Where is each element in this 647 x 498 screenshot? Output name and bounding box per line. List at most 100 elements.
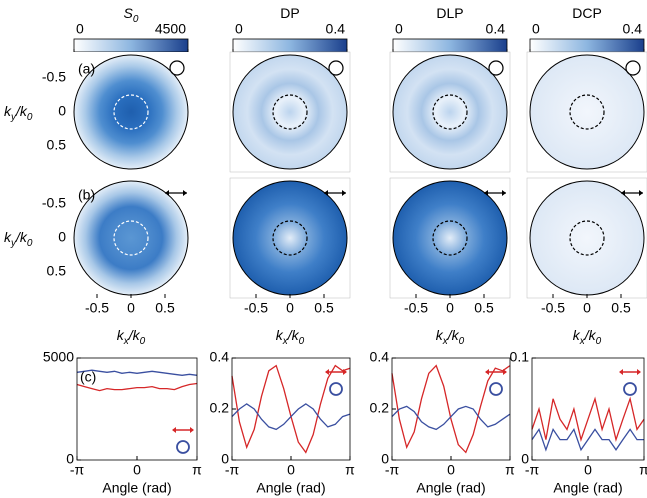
y-tick-label: 0.5 (47, 137, 67, 153)
series-line (531, 427, 644, 452)
column-title-part: 0 (133, 14, 139, 25)
y-tick-label: 0 (381, 451, 389, 467)
y-tick-label: -0.5 (42, 69, 66, 85)
legend-icon (329, 382, 343, 396)
na-circle (432, 94, 468, 130)
x-axis-label-part: x (579, 336, 586, 347)
x-axis-label: kx/k0 (276, 327, 305, 347)
x-axis-label: Angle (rad) (102, 480, 171, 496)
column-title: DCP (572, 5, 602, 21)
x-tick-label: 0.5 (314, 300, 334, 316)
legend-icon (489, 382, 503, 396)
x-tick-label: π (192, 462, 202, 478)
x-tick-label: π (639, 462, 647, 478)
y-axis-label-part: /k (15, 229, 28, 245)
x-tick-label: 0 (583, 300, 591, 316)
x-tick-label: -π (525, 462, 540, 478)
y-axis-label-part: y (10, 238, 17, 249)
x-tick-label: π (345, 462, 355, 478)
map-image (529, 54, 645, 170)
x-tick-label: 0 (286, 300, 294, 316)
x-axis-label-part: x (442, 336, 449, 347)
x-tick-label: 0 (447, 462, 455, 478)
x-axis-label-part: 0 (596, 336, 602, 347)
x-tick-label: -π (225, 462, 240, 478)
x-tick-label: 0 (127, 300, 135, 316)
x-tick-label: -0.5 (404, 300, 428, 316)
panel-label: (c) (80, 369, 96, 385)
series-line (391, 364, 511, 454)
x-axis-label-part: k (117, 327, 125, 343)
map-image (529, 180, 645, 296)
polarization-icon (625, 60, 641, 76)
y-tick-label: 0 (58, 103, 66, 119)
column-title-part: DP (280, 5, 299, 21)
x-tick-label: -0.5 (541, 300, 565, 316)
x-tick-label: 0 (446, 300, 454, 316)
y-tick-label: 0 (58, 229, 66, 245)
y-tick-label: 0.2 (370, 400, 390, 416)
series-line (531, 396, 645, 442)
y-tick-label: 5000 (43, 349, 74, 365)
na-circle (569, 94, 605, 130)
na-circle (272, 94, 308, 130)
y-tick-label: 0 (521, 451, 529, 467)
plot-frame (231, 357, 351, 461)
x-axis-label: Angle (rad) (256, 480, 325, 496)
x-tick-label: 0.5 (474, 300, 494, 316)
y-axis-label-part: k (4, 103, 12, 119)
colorbar-tick-label: 0.4 (486, 21, 506, 37)
y-axis-label-part: y (10, 112, 17, 123)
x-axis-label-part: 0 (299, 336, 305, 347)
x-axis-label-part: k (436, 327, 444, 343)
y-tick-label: 0 (66, 451, 74, 467)
x-axis-label-part: /k (287, 327, 300, 343)
y-tick-label: 0.1 (510, 349, 530, 365)
colorbar (232, 38, 348, 53)
map-image (232, 180, 348, 296)
plot-frame (531, 357, 645, 461)
map-image (392, 180, 508, 296)
map-image (232, 54, 348, 170)
x-axis-label-part: k (573, 327, 581, 343)
y-axis-label-part: k (4, 229, 12, 245)
colorbar-tick-label: 0 (395, 21, 403, 37)
x-axis-label: Angle (rad) (416, 480, 485, 496)
y-axis-label: ky/k0 (4, 229, 33, 249)
colorbar (529, 38, 645, 53)
x-tick-label: 0 (287, 462, 295, 478)
y-tick-label: 0.2 (210, 400, 230, 416)
column-title: DP (280, 5, 299, 21)
na-circle (113, 220, 149, 256)
colorbar-tick-label: 0 (532, 21, 540, 37)
colorbar (392, 38, 508, 53)
panel-label: (b) (78, 187, 95, 203)
y-axis-label-part: 0 (27, 112, 33, 123)
colorbar-tick-label: 4500 (155, 21, 186, 37)
na-circle (569, 220, 605, 256)
x-axis-label-part: 0 (140, 336, 146, 347)
x-axis-label-part: x (123, 336, 130, 347)
y-tick-label: 0 (221, 451, 229, 467)
y-tick-label: -0.5 (42, 195, 66, 211)
y-tick-label: 0.4 (210, 349, 230, 365)
column-title-part: S (124, 5, 134, 21)
colorbar (73, 38, 189, 53)
na-circle (432, 220, 468, 256)
column-title-part: DLP (436, 5, 463, 21)
x-tick-label: π (505, 462, 515, 478)
series-line (391, 405, 511, 431)
y-axis-label-part: /k (15, 103, 28, 119)
x-tick-label: 0.5 (155, 300, 175, 316)
x-tick-label: 0 (133, 462, 141, 478)
polarization-icon (328, 60, 344, 76)
x-axis-label: kx/k0 (117, 327, 146, 347)
x-tick-label: 0 (584, 462, 592, 478)
x-axis-label: Angle (rad) (553, 480, 622, 496)
colorbar-tick-label: 0 (235, 21, 243, 37)
series-line (231, 364, 351, 454)
series-line (76, 369, 198, 376)
y-tick-label: 0.4 (370, 349, 390, 365)
colorbar-tick-label: 0 (76, 21, 84, 37)
